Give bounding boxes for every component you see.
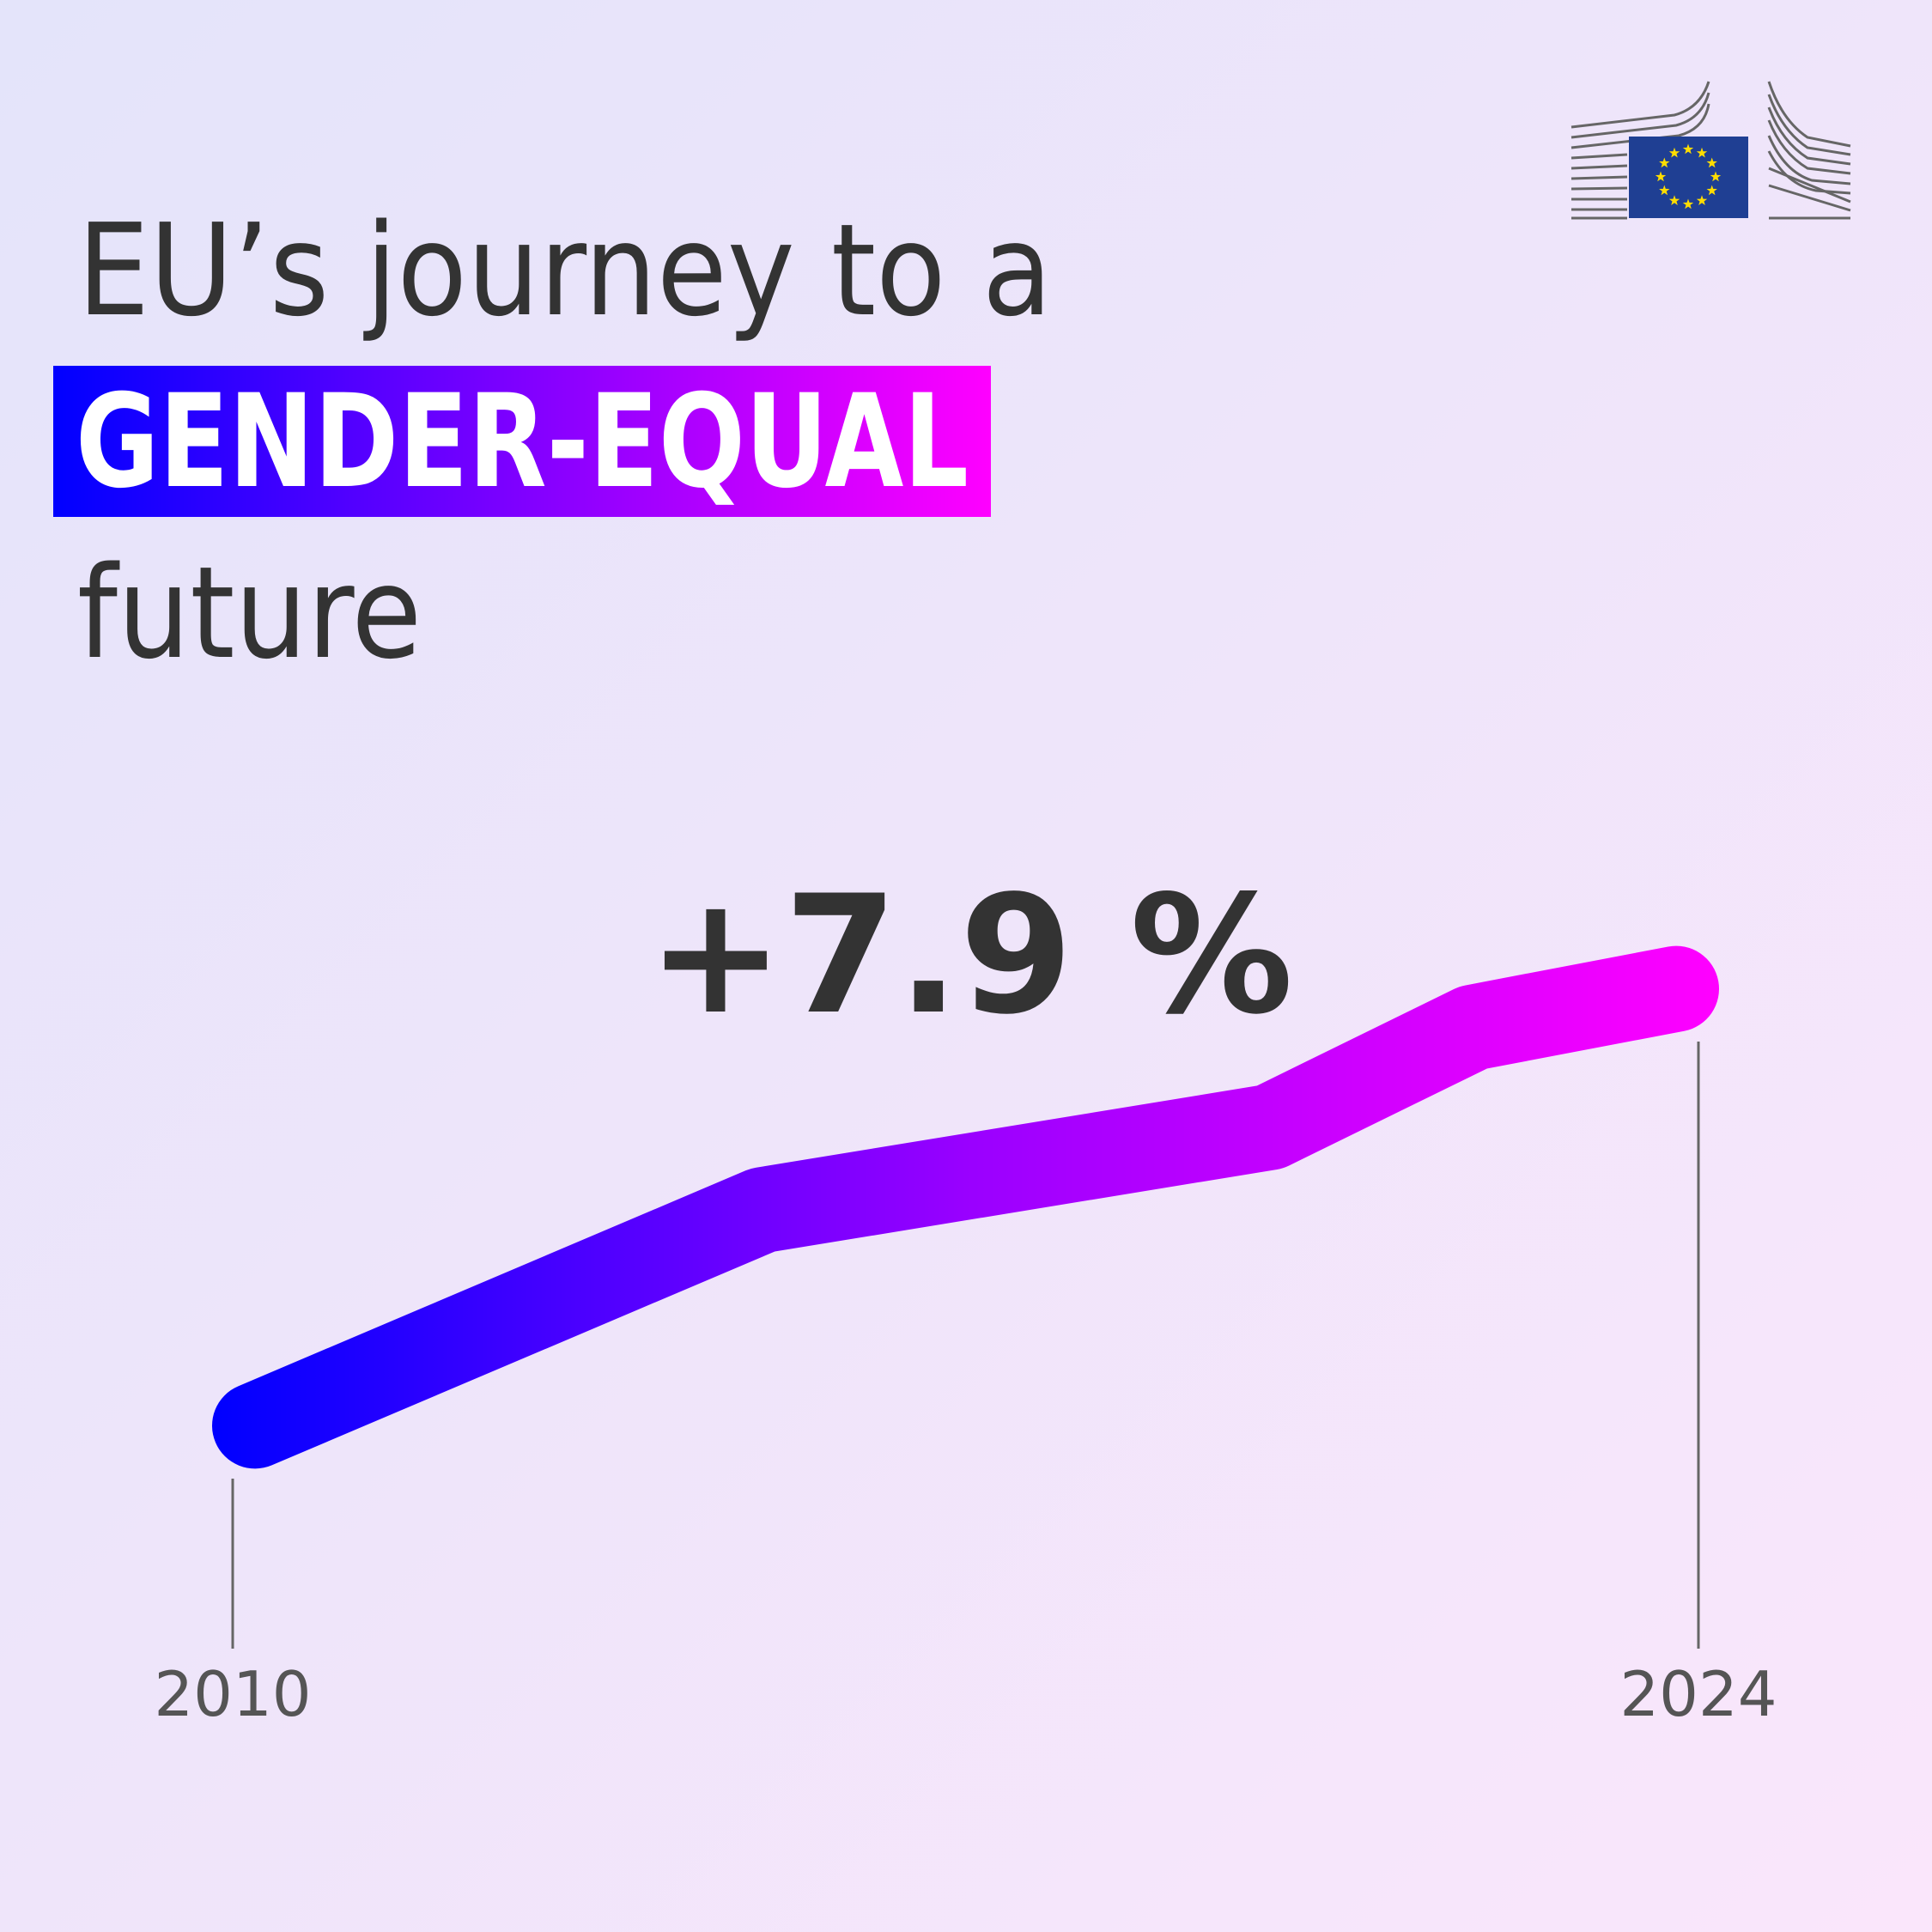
- star: [1659, 157, 1670, 168]
- star: [1696, 147, 1708, 158]
- highlight-box: [53, 366, 991, 517]
- title-line: future: [77, 539, 422, 687]
- x-tick-label: 2010: [154, 1658, 311, 1730]
- star: [1668, 147, 1680, 158]
- star: [1696, 195, 1708, 205]
- star: [1668, 195, 1680, 205]
- star: [1710, 171, 1722, 182]
- star: [1682, 198, 1694, 210]
- star: [1659, 185, 1670, 196]
- title-line: EU’s journey to a: [77, 197, 1052, 344]
- x-tick-label: 2024: [1619, 1658, 1777, 1730]
- data-line: [212, 945, 1719, 1469]
- title-highlight: GENDER-EQUAL: [76, 368, 969, 517]
- star: [1682, 143, 1694, 155]
- star: [1706, 157, 1717, 168]
- annotation: +7.9 %: [647, 860, 1293, 1050]
- eu-stars: [1655, 143, 1722, 210]
- star: [1706, 185, 1717, 196]
- star: [1655, 171, 1667, 182]
